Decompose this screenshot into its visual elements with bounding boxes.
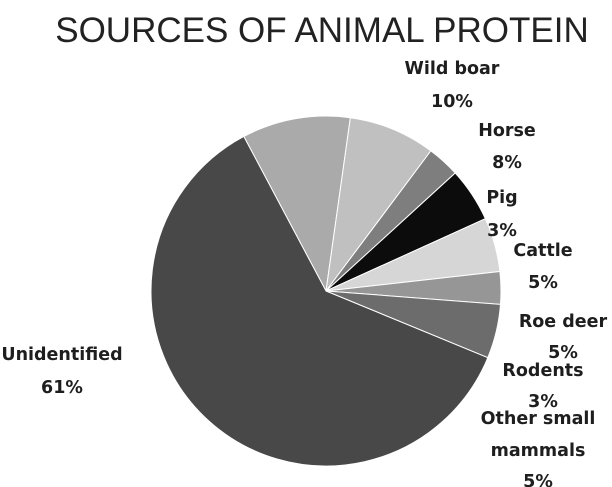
- data-label-unidentified: Unidentified 61%: [1, 345, 122, 398]
- data-label-rodents: Rodents 3%: [502, 361, 583, 412]
- data-label-other-small-mammals: Other small mammals 5%: [481, 409, 596, 487]
- data-label-pig: Pig 3%: [486, 188, 517, 241]
- data-label-wild-boar: Wild boar 10%: [405, 59, 500, 112]
- chart-title: SOURCES OF ANIMAL PROTEIN: [55, 11, 589, 50]
- pie-slice-unidentified: [150, 135, 489, 467]
- data-label-cattle: Cattle 5%: [513, 241, 572, 293]
- pie-slice-wild-boar: [243, 115, 351, 293]
- data-label-roe-deer: Roe deer 5%: [519, 312, 608, 363]
- pie-slices: [150, 115, 502, 467]
- data-labels: Wild boar 10% Horse 8% Pig 3%Cattle 5% Roe deer…: [1, 59, 607, 487]
- data-label-horse: Horse 8%: [478, 121, 536, 173]
